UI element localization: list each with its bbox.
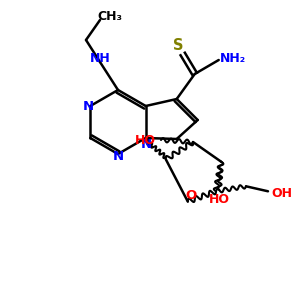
Text: N: N	[141, 139, 152, 152]
Text: HO: HO	[209, 193, 230, 206]
Text: NH: NH	[90, 52, 110, 64]
Text: N: N	[83, 100, 94, 112]
Text: O: O	[185, 189, 196, 202]
Text: CH₃: CH₃	[98, 10, 122, 22]
Text: NH₂: NH₂	[220, 52, 246, 64]
Text: N: N	[112, 149, 124, 163]
Text: HO: HO	[134, 134, 155, 146]
Text: S: S	[173, 38, 184, 53]
Text: OH: OH	[272, 187, 292, 200]
